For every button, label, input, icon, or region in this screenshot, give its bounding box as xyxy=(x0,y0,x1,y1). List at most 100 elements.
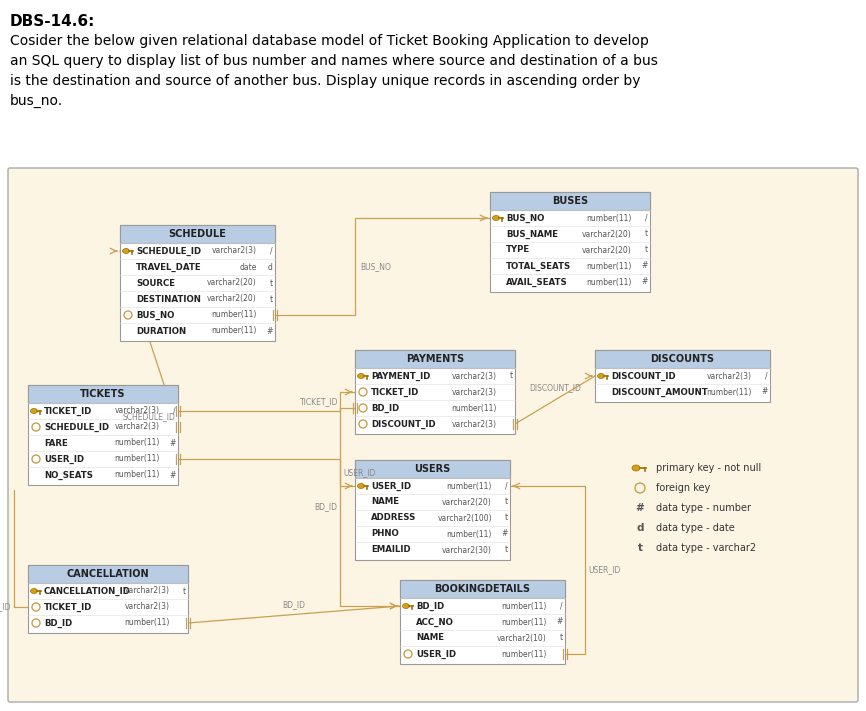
Text: number(11): number(11) xyxy=(447,481,492,491)
FancyBboxPatch shape xyxy=(28,385,178,403)
Text: BD_ID: BD_ID xyxy=(416,602,444,611)
Text: date: date xyxy=(240,262,257,272)
Text: varchar2(3): varchar2(3) xyxy=(212,247,257,255)
Text: EMAILID: EMAILID xyxy=(371,545,410,555)
Text: varchar2(3): varchar2(3) xyxy=(452,372,497,380)
Text: TOTAL_SEATS: TOTAL_SEATS xyxy=(506,262,572,271)
Ellipse shape xyxy=(30,589,37,594)
Text: #: # xyxy=(636,503,644,513)
Text: DISCOUNT_ID: DISCOUNT_ID xyxy=(611,371,675,380)
FancyBboxPatch shape xyxy=(400,580,565,598)
Text: t: t xyxy=(183,587,186,596)
FancyBboxPatch shape xyxy=(355,460,510,478)
Text: NO_SEATS: NO_SEATS xyxy=(44,471,93,480)
Text: USER_ID: USER_ID xyxy=(416,649,456,658)
Text: DISCOUNT_ID: DISCOUNT_ID xyxy=(371,419,436,429)
FancyBboxPatch shape xyxy=(355,350,515,434)
Text: USER_ID: USER_ID xyxy=(371,481,411,491)
Text: ADDRESS: ADDRESS xyxy=(371,513,417,523)
Text: number(11): number(11) xyxy=(501,650,547,658)
Text: SCHEDULE_ID: SCHEDULE_ID xyxy=(44,422,109,432)
Text: CANCELLATION_ID: CANCELLATION_ID xyxy=(44,587,131,596)
Text: number(11): number(11) xyxy=(114,454,160,464)
Text: DISCOUNT_AMOUNT: DISCOUNT_AMOUNT xyxy=(611,387,708,397)
Text: FARE: FARE xyxy=(44,439,68,447)
Text: varchar2(30): varchar2(30) xyxy=(443,545,492,555)
Text: number(11): number(11) xyxy=(125,619,170,628)
Text: NAME: NAME xyxy=(416,634,444,643)
FancyBboxPatch shape xyxy=(120,225,275,243)
Text: #: # xyxy=(267,326,273,336)
Text: varchar2(3): varchar2(3) xyxy=(115,407,160,415)
Ellipse shape xyxy=(122,249,130,254)
Text: number(11): number(11) xyxy=(501,617,547,626)
Ellipse shape xyxy=(403,604,410,609)
Text: t: t xyxy=(505,545,508,555)
Text: BD_ID: BD_ID xyxy=(282,601,306,609)
Text: /: / xyxy=(766,372,768,380)
Text: USERS: USERS xyxy=(414,464,450,474)
FancyBboxPatch shape xyxy=(400,580,565,664)
Text: t: t xyxy=(270,279,273,287)
FancyBboxPatch shape xyxy=(120,225,275,341)
Text: number(11): number(11) xyxy=(707,387,752,397)
FancyBboxPatch shape xyxy=(595,350,770,368)
Text: varchar2(3): varchar2(3) xyxy=(452,419,497,429)
Text: varchar2(3): varchar2(3) xyxy=(125,587,170,596)
Text: varchar2(20): varchar2(20) xyxy=(582,245,632,255)
Text: #: # xyxy=(501,530,508,538)
Text: SOURCE: SOURCE xyxy=(136,279,175,287)
Text: t: t xyxy=(637,543,643,553)
Text: #: # xyxy=(170,471,176,479)
Text: /: / xyxy=(173,407,176,415)
Text: TICKET_ID: TICKET_ID xyxy=(300,397,338,406)
Ellipse shape xyxy=(598,373,604,378)
Text: USER_ID: USER_ID xyxy=(44,454,84,464)
Text: data type - varchar2: data type - varchar2 xyxy=(656,543,756,553)
Text: PAYMENTS: PAYMENTS xyxy=(406,354,464,364)
Text: BD_ID: BD_ID xyxy=(371,403,399,412)
Text: DESTINATION: DESTINATION xyxy=(136,294,201,304)
Text: t: t xyxy=(510,372,513,380)
Text: ACC_NO: ACC_NO xyxy=(416,617,454,626)
Text: d: d xyxy=(637,523,643,533)
FancyBboxPatch shape xyxy=(490,192,650,292)
FancyBboxPatch shape xyxy=(490,192,650,210)
Text: varchar2(3): varchar2(3) xyxy=(125,602,170,611)
Text: varchar2(3): varchar2(3) xyxy=(707,372,752,380)
Text: number(11): number(11) xyxy=(586,262,632,270)
Text: data type - date: data type - date xyxy=(656,523,734,533)
Text: t: t xyxy=(645,245,648,255)
Text: varchar2(10): varchar2(10) xyxy=(497,634,547,643)
Text: varchar2(20): varchar2(20) xyxy=(443,498,492,506)
Text: number(11): number(11) xyxy=(114,439,160,447)
Text: BUS_NAME: BUS_NAME xyxy=(506,230,558,239)
Text: /: / xyxy=(506,481,508,491)
Text: AVAIL_SEATS: AVAIL_SEATS xyxy=(506,277,568,287)
Text: varchar2(100): varchar2(100) xyxy=(437,513,492,523)
Text: BD_ID: BD_ID xyxy=(314,503,337,511)
Text: BUS_NO: BUS_NO xyxy=(360,262,391,271)
Text: number(11): number(11) xyxy=(501,602,547,611)
Text: TICKET_ID: TICKET_ID xyxy=(44,602,93,611)
Ellipse shape xyxy=(632,465,640,471)
Text: USER_ID: USER_ID xyxy=(343,468,375,477)
Text: foreign key: foreign key xyxy=(656,483,710,493)
FancyBboxPatch shape xyxy=(28,565,188,583)
Text: varchar2(3): varchar2(3) xyxy=(115,422,160,432)
Text: t: t xyxy=(560,634,563,643)
Text: SCHEDULE_ID: SCHEDULE_ID xyxy=(123,412,176,421)
Text: TICKET_ID: TICKET_ID xyxy=(0,602,11,611)
Ellipse shape xyxy=(30,409,37,414)
Text: t: t xyxy=(505,498,508,506)
Text: SCHEDULE_ID: SCHEDULE_ID xyxy=(136,247,201,255)
Text: TICKET_ID: TICKET_ID xyxy=(371,387,419,397)
Text: BUS_NO: BUS_NO xyxy=(136,311,174,319)
FancyBboxPatch shape xyxy=(28,385,178,485)
Text: /: / xyxy=(270,247,273,255)
Ellipse shape xyxy=(358,483,365,488)
Ellipse shape xyxy=(493,215,500,220)
Text: DBS-14.6:: DBS-14.6: xyxy=(10,14,95,29)
Text: BD_ID: BD_ID xyxy=(44,619,72,628)
Text: number(11): number(11) xyxy=(586,213,632,223)
